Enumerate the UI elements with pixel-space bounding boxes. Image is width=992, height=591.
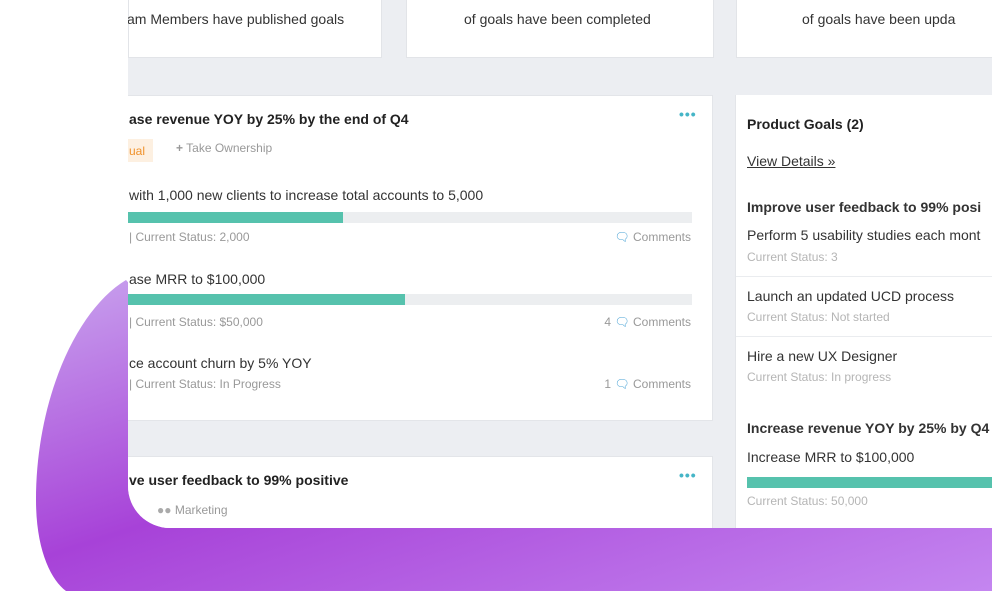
key-result-title[interactable]: with 1,000 new clients to increase total…	[129, 187, 484, 203]
sidebar-key-result-status: Current Status: 50,000	[747, 494, 868, 508]
progress-fill	[747, 477, 992, 488]
sidebar-key-result[interactable]: Perform 5 usability studies each mont	[747, 227, 981, 243]
sidebar-goal-title[interactable]: Increase revenue YOY by 25% by Q4	[747, 420, 990, 436]
comments-link[interactable]: 1 🗨 Comments	[604, 377, 691, 391]
progress-fill	[128, 294, 405, 305]
sidebar-goal-title[interactable]: Improve user feedback to 99% posi	[747, 199, 982, 215]
sidebar-key-result-status: Current Status: In progress	[747, 370, 892, 384]
goal-card[interactable]: ve user feedback to 99% positive ••• ●● …	[128, 456, 713, 528]
key-result-title[interactable]: ce account churn by 5% YOY	[129, 355, 312, 371]
sidebar-key-result[interactable]: Launch an updated UCD process	[747, 288, 955, 304]
comment-icon: 🗨	[614, 315, 630, 329]
plus-icon: +	[176, 141, 184, 155]
key-result-progress-bar	[128, 294, 692, 305]
key-result-status: | Current Status: In Progress	[129, 377, 281, 391]
divider	[736, 336, 992, 337]
progress-fill	[128, 212, 343, 223]
stat-text: of goals have been upda	[802, 11, 956, 27]
key-result-status: | Current Status: $50,000	[129, 315, 263, 329]
view-details-link[interactable]: View Details »	[747, 153, 836, 169]
department-label: ●● Marketing	[157, 503, 228, 517]
key-result-title[interactable]: ase MRR to $100,000	[129, 271, 266, 287]
goal-title[interactable]: ase revenue YOY by 25% by the end of Q4	[129, 111, 409, 127]
goal-type-badge: ual	[128, 139, 154, 162]
sidebar-key-result[interactable]: Hire a new UX Designer	[747, 348, 898, 364]
sidebar-key-result-status: Current Status: 3	[747, 250, 838, 264]
stat-card-published: am Members have published goals	[128, 0, 382, 58]
comment-icon: 🗨	[614, 230, 630, 244]
goal-card[interactable]: ase revenue YOY by 25% by the end of Q4 …	[128, 95, 713, 421]
more-options-icon[interactable]: •••	[679, 106, 697, 122]
sidebar-key-result-status: Current Status: Not started	[747, 310, 890, 324]
divider	[736, 276, 992, 277]
users-icon: ●●	[157, 503, 172, 517]
take-ownership-link[interactable]: + Take Ownership	[176, 141, 273, 155]
sidebar-progress-bar	[747, 477, 992, 488]
goal-title[interactable]: ve user feedback to 99% positive	[129, 472, 349, 488]
comment-icon: 🗨	[614, 377, 630, 391]
comments-link[interactable]: 🗨 Comments	[614, 230, 691, 244]
stat-card-updated: of goals have been upda	[736, 0, 992, 58]
more-options-icon[interactable]: •••	[679, 467, 697, 483]
comments-link[interactable]: 4 🗨 Comments	[604, 315, 691, 329]
product-goals-panel: Product Goals (2) View Details » Improve…	[735, 95, 992, 528]
stat-text: am Members have published goals	[128, 11, 345, 27]
goals-dashboard: am Members have published goals of goals…	[128, 0, 992, 528]
sidebar-key-result[interactable]: Increase MRR to $100,000	[747, 449, 915, 465]
key-result-status: | Current Status: 2,000	[129, 230, 250, 244]
stat-card-completed: of goals have been completed	[406, 0, 714, 58]
panel-heading: Product Goals (2)	[747, 116, 864, 132]
stat-text: of goals have been completed	[464, 11, 651, 27]
key-result-progress-bar	[128, 212, 692, 223]
